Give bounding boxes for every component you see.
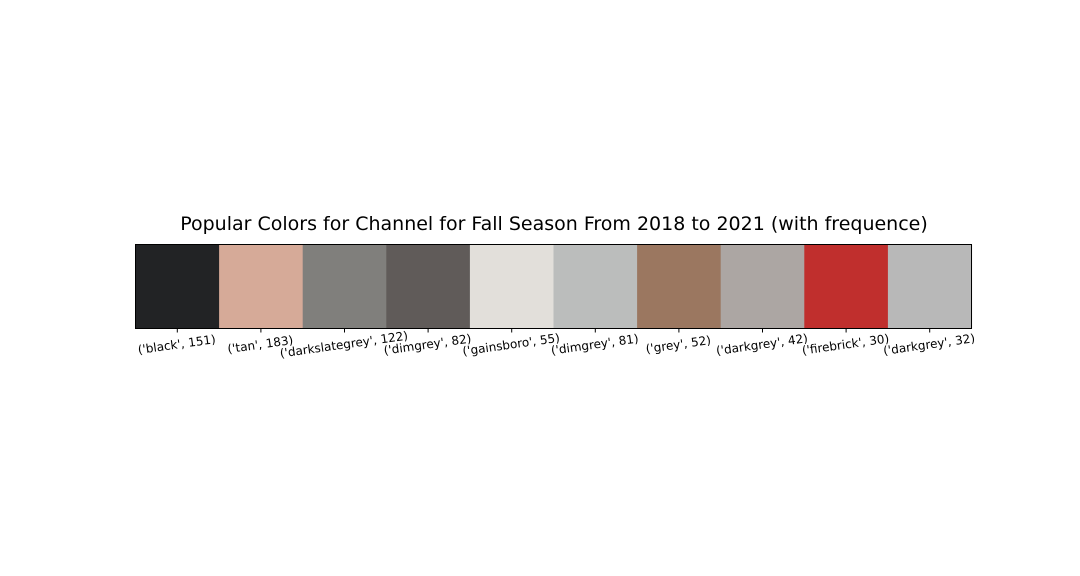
x-tick-label-7: ('darkgrey', 42) bbox=[715, 331, 809, 358]
color-swatch-6 bbox=[637, 244, 722, 329]
color-swatch-0 bbox=[135, 244, 220, 329]
color-swatch-3 bbox=[386, 244, 471, 329]
swatch-group bbox=[135, 244, 973, 329]
x-tick-label-group: ('black', 151) ('tan', 183)('darkslategre… bbox=[137, 329, 976, 361]
x-tick-label-4: ('gainsboro', 55) bbox=[462, 331, 561, 359]
color-swatch-8 bbox=[804, 244, 889, 329]
chart-title: Popular Colors for Channel for Fall Seas… bbox=[180, 213, 928, 235]
color-swatch-2 bbox=[302, 244, 387, 329]
x-tick-label-8: ('firebrick', 30) bbox=[801, 331, 890, 357]
color-swatch-5 bbox=[553, 244, 638, 329]
color-swatch-7 bbox=[720, 244, 805, 329]
x-tick-label-9: ('darkgrey', 32) bbox=[882, 331, 976, 358]
axes-frame bbox=[135, 244, 972, 329]
x-tick-label-0: ('black', 151) bbox=[137, 332, 217, 357]
color-swatch-9 bbox=[887, 244, 973, 329]
color-swatch-4 bbox=[469, 244, 555, 329]
x-tick-label-6: ('grey', 52) bbox=[645, 333, 712, 356]
color-swatch-1 bbox=[219, 244, 304, 329]
x-tick-label-5: ('dimgrey', 81) bbox=[550, 331, 639, 357]
x-tick-group bbox=[176, 328, 931, 333]
